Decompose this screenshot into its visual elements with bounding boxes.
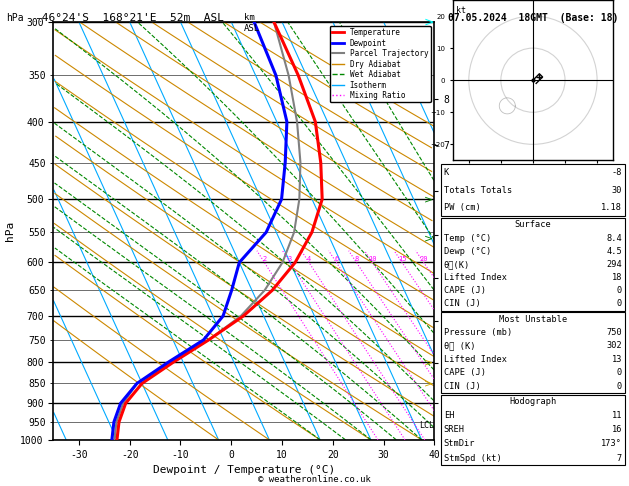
Text: 30: 30 [611, 186, 622, 194]
Text: Pressure (mb): Pressure (mb) [444, 328, 512, 337]
Text: 15: 15 [398, 257, 406, 262]
Text: Totals Totals: Totals Totals [444, 186, 512, 194]
Text: Most Unstable: Most Unstable [499, 314, 567, 324]
Text: LCL: LCL [419, 421, 434, 430]
Text: >: > [424, 234, 433, 243]
Text: 8: 8 [354, 257, 359, 262]
Text: 2: 2 [262, 257, 267, 262]
Text: 3: 3 [288, 257, 292, 262]
Text: 4: 4 [307, 257, 311, 262]
Text: 7: 7 [617, 453, 622, 463]
Text: CAPE (J): CAPE (J) [444, 368, 486, 377]
Text: >: > [424, 357, 433, 367]
Text: 1.18: 1.18 [601, 203, 622, 212]
Text: 16: 16 [611, 425, 622, 434]
Y-axis label: hPa: hPa [4, 221, 14, 241]
Text: Hodograph: Hodograph [509, 397, 557, 406]
Text: 20: 20 [420, 257, 428, 262]
Text: 302: 302 [606, 341, 622, 350]
Text: >: > [424, 379, 433, 388]
Text: Lifted Index: Lifted Index [444, 273, 507, 282]
Text: km
ASL: km ASL [244, 13, 260, 33]
Text: StmSpd (kt): StmSpd (kt) [444, 453, 501, 463]
Text: 173°: 173° [601, 439, 622, 449]
Text: © weatheronline.co.uk: © weatheronline.co.uk [258, 474, 371, 484]
Text: 294: 294 [606, 260, 622, 269]
Y-axis label: Mixing Ratio (g/kg): Mixing Ratio (g/kg) [454, 180, 462, 282]
Text: -46°24'S  168°21'E  52m  ASL: -46°24'S 168°21'E 52m ASL [35, 13, 223, 23]
Text: 0: 0 [617, 382, 622, 391]
Text: 10: 10 [368, 257, 377, 262]
X-axis label: Dewpoint / Temperature (°C): Dewpoint / Temperature (°C) [153, 465, 335, 475]
Text: 0: 0 [617, 286, 622, 295]
Text: EH: EH [444, 411, 454, 420]
Text: 11: 11 [611, 411, 622, 420]
Text: 6: 6 [334, 257, 338, 262]
Text: -8: -8 [611, 168, 622, 177]
Text: SREH: SREH [444, 425, 465, 434]
Text: >: > [424, 194, 433, 204]
Text: 4.5: 4.5 [606, 247, 622, 256]
Text: Temp (°C): Temp (°C) [444, 233, 491, 243]
Text: 0: 0 [617, 368, 622, 377]
Legend: Temperature, Dewpoint, Parcel Trajectory, Dry Adiabat, Wet Adiabat, Isotherm, Mi: Temperature, Dewpoint, Parcel Trajectory… [330, 26, 431, 103]
Text: 18: 18 [611, 273, 622, 282]
Text: 0: 0 [617, 299, 622, 309]
Text: 13: 13 [611, 355, 622, 364]
Text: PW (cm): PW (cm) [444, 203, 481, 212]
Text: kt: kt [456, 6, 466, 16]
Text: K: K [444, 168, 449, 177]
Text: hPa: hPa [6, 13, 24, 23]
Text: CAPE (J): CAPE (J) [444, 286, 486, 295]
Text: θᴀ(K): θᴀ(K) [444, 260, 470, 269]
Text: CIN (J): CIN (J) [444, 382, 481, 391]
Text: 8.4: 8.4 [606, 233, 622, 243]
Text: CIN (J): CIN (J) [444, 299, 481, 309]
Text: >: > [423, 16, 434, 28]
Text: 07.05.2024  18GMT  (Base: 18): 07.05.2024 18GMT (Base: 18) [448, 13, 618, 23]
Text: 750: 750 [606, 328, 622, 337]
Text: θᴀ (K): θᴀ (K) [444, 341, 476, 350]
Text: Dewp (°C): Dewp (°C) [444, 247, 491, 256]
Text: StmDir: StmDir [444, 439, 476, 449]
Text: Surface: Surface [515, 220, 552, 229]
Text: Lifted Index: Lifted Index [444, 355, 507, 364]
